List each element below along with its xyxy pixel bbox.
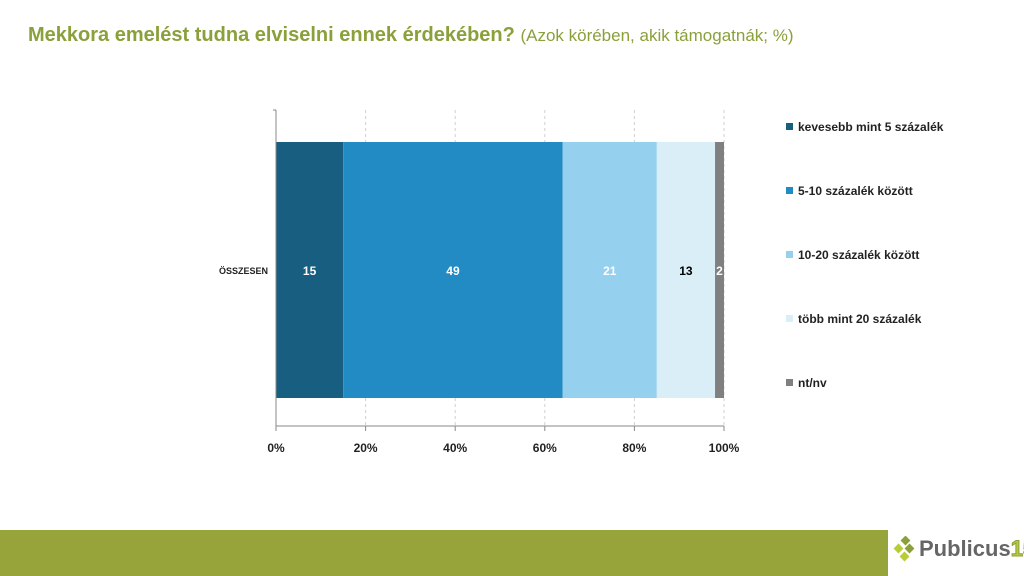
x-tick-label: 60% xyxy=(533,441,557,455)
legend-swatch xyxy=(786,187,793,195)
legend-label: 10-20 százalék között xyxy=(798,248,920,262)
legend-label: több mint 20 százalék xyxy=(798,312,922,326)
legend-item: nt/nv xyxy=(786,376,827,390)
x-tick-label: 40% xyxy=(443,441,467,455)
legend-item: 5-10 százalék között xyxy=(786,184,913,198)
bar-segment xyxy=(562,142,657,398)
bar-segment xyxy=(656,142,716,398)
data-label: 49 xyxy=(446,264,460,278)
legend-label: 5-10 százalék között xyxy=(798,184,913,198)
logo-number: 15 xyxy=(1010,536,1024,562)
x-tick-label: 100% xyxy=(709,441,740,455)
publicus-logo: Publicus15 xyxy=(893,536,1024,562)
data-label: 15 xyxy=(303,264,317,278)
data-label: 21 xyxy=(603,264,617,278)
legend-label: nt/nv xyxy=(798,376,827,390)
data-label: 2 xyxy=(716,264,723,278)
title-main: Mekkora emelést tudna elviselni ennek ér… xyxy=(28,24,515,46)
legend-item: kevesebb mint 5 százalék xyxy=(786,120,943,134)
bar-segment xyxy=(343,142,563,398)
legend-item: 10-20 százalék között xyxy=(786,248,919,262)
x-tick-label: 20% xyxy=(354,441,378,455)
legend-swatch xyxy=(786,251,793,259)
title-subtitle: (Azok körében, akik támogatnák; %) xyxy=(520,26,794,45)
legend-swatch xyxy=(786,379,793,387)
legend-label: kevesebb mint 5 százalék xyxy=(798,120,944,134)
x-tick-label: 80% xyxy=(622,441,646,455)
legend-swatch xyxy=(786,123,793,131)
category-label: ÖSSZESEN xyxy=(219,266,268,276)
footer-bar xyxy=(0,530,888,576)
slide-title: Mekkora emelést tudna elviselni ennek ér… xyxy=(28,24,794,47)
bar-segment xyxy=(715,142,724,398)
x-tick-label: 0% xyxy=(267,441,285,455)
logo-text: Publicus xyxy=(919,536,1011,561)
legend-item: több mint 20 százalék xyxy=(786,312,921,326)
data-label: 13 xyxy=(679,264,693,278)
stacked-bar-chart: 0% 20% 40% 60% 80% 100% 15 49 21 13 2 ÖSSZESEN xyxy=(219,109,740,455)
logo-diamond-icon xyxy=(893,536,915,562)
legend-swatch xyxy=(786,315,793,323)
bar-segment xyxy=(276,142,344,398)
